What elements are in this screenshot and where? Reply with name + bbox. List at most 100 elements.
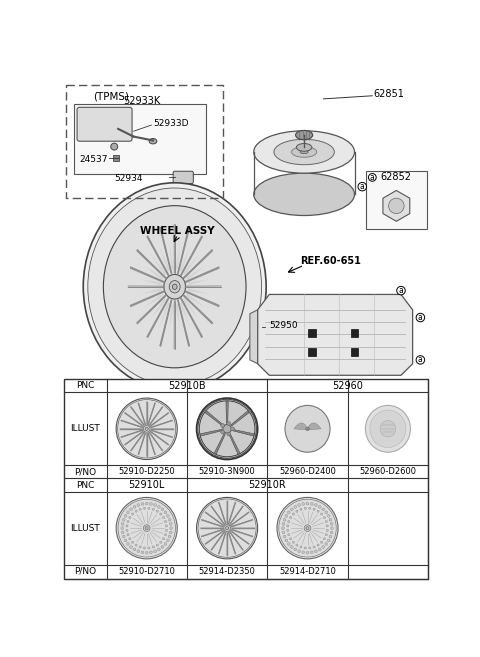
Ellipse shape (122, 518, 125, 521)
Text: a: a (418, 313, 423, 322)
Ellipse shape (121, 522, 124, 525)
Ellipse shape (137, 504, 140, 507)
Ellipse shape (314, 550, 317, 553)
Ellipse shape (152, 509, 155, 510)
Bar (350, 329, 359, 337)
Circle shape (227, 432, 231, 436)
Text: P/NO: P/NO (74, 467, 96, 476)
Ellipse shape (288, 543, 290, 545)
Text: P/NO: P/NO (74, 567, 96, 576)
Ellipse shape (198, 499, 256, 557)
Ellipse shape (296, 131, 312, 140)
Ellipse shape (322, 508, 324, 510)
Ellipse shape (160, 541, 162, 543)
Ellipse shape (196, 497, 258, 559)
Polygon shape (226, 401, 228, 423)
Ellipse shape (292, 513, 295, 515)
Ellipse shape (318, 548, 321, 551)
Ellipse shape (145, 502, 148, 505)
Ellipse shape (282, 531, 285, 533)
Ellipse shape (150, 551, 152, 554)
Ellipse shape (325, 520, 327, 522)
Ellipse shape (152, 546, 155, 548)
Polygon shape (250, 310, 258, 364)
Ellipse shape (300, 150, 308, 154)
Ellipse shape (167, 514, 169, 517)
Ellipse shape (132, 541, 134, 543)
Ellipse shape (313, 509, 315, 510)
Circle shape (358, 183, 367, 191)
Ellipse shape (148, 507, 150, 509)
Ellipse shape (329, 535, 332, 538)
Circle shape (389, 198, 404, 214)
Circle shape (416, 355, 425, 364)
Ellipse shape (154, 550, 156, 553)
Ellipse shape (157, 548, 160, 551)
Ellipse shape (129, 537, 131, 540)
Ellipse shape (149, 139, 157, 144)
Ellipse shape (116, 398, 177, 459)
Ellipse shape (292, 541, 295, 543)
Ellipse shape (226, 527, 228, 530)
Ellipse shape (326, 530, 328, 532)
Circle shape (397, 286, 405, 295)
Text: 52960: 52960 (332, 380, 363, 391)
Ellipse shape (157, 505, 160, 509)
Ellipse shape (170, 527, 172, 530)
Ellipse shape (164, 520, 167, 522)
Circle shape (416, 313, 425, 322)
Text: 24537: 24537 (79, 155, 108, 164)
Circle shape (221, 424, 225, 428)
Ellipse shape (127, 543, 130, 545)
FancyBboxPatch shape (173, 171, 193, 183)
Ellipse shape (164, 533, 167, 536)
Ellipse shape (290, 545, 293, 549)
Ellipse shape (198, 399, 256, 459)
Ellipse shape (161, 545, 164, 549)
Polygon shape (144, 266, 164, 281)
Ellipse shape (298, 550, 300, 553)
Ellipse shape (133, 505, 136, 509)
Ellipse shape (126, 530, 128, 532)
Polygon shape (183, 298, 199, 319)
Polygon shape (169, 241, 174, 269)
Ellipse shape (318, 505, 321, 509)
Ellipse shape (294, 505, 297, 509)
Ellipse shape (300, 509, 302, 510)
Ellipse shape (327, 514, 330, 517)
Text: 52960-D2600: 52960-D2600 (360, 467, 417, 476)
Text: 52910B: 52910B (168, 380, 206, 391)
Text: 52933D: 52933D (153, 119, 189, 128)
Ellipse shape (124, 514, 127, 517)
Text: 62851: 62851 (374, 89, 405, 99)
Polygon shape (205, 411, 223, 426)
Ellipse shape (122, 535, 125, 538)
Ellipse shape (116, 497, 177, 559)
Ellipse shape (309, 547, 311, 549)
Text: PNC: PNC (76, 480, 95, 489)
Ellipse shape (135, 510, 137, 512)
Polygon shape (180, 302, 191, 328)
Text: 52910-D2250: 52910-D2250 (119, 467, 175, 476)
Ellipse shape (287, 525, 289, 527)
Ellipse shape (162, 537, 165, 540)
Ellipse shape (317, 510, 319, 512)
Ellipse shape (283, 518, 286, 521)
Ellipse shape (154, 504, 156, 507)
Ellipse shape (166, 525, 168, 527)
Ellipse shape (111, 143, 118, 150)
Ellipse shape (156, 544, 158, 546)
Ellipse shape (88, 188, 262, 386)
Text: 52934: 52934 (114, 175, 143, 183)
Ellipse shape (323, 537, 325, 540)
Ellipse shape (168, 518, 171, 521)
Polygon shape (188, 288, 209, 294)
Ellipse shape (331, 527, 333, 530)
Text: REF.60-651: REF.60-651 (300, 256, 361, 266)
Ellipse shape (304, 525, 311, 532)
Ellipse shape (313, 546, 315, 548)
Ellipse shape (306, 551, 309, 554)
Bar (366, 171, 427, 229)
Ellipse shape (302, 503, 305, 505)
Polygon shape (214, 434, 225, 454)
